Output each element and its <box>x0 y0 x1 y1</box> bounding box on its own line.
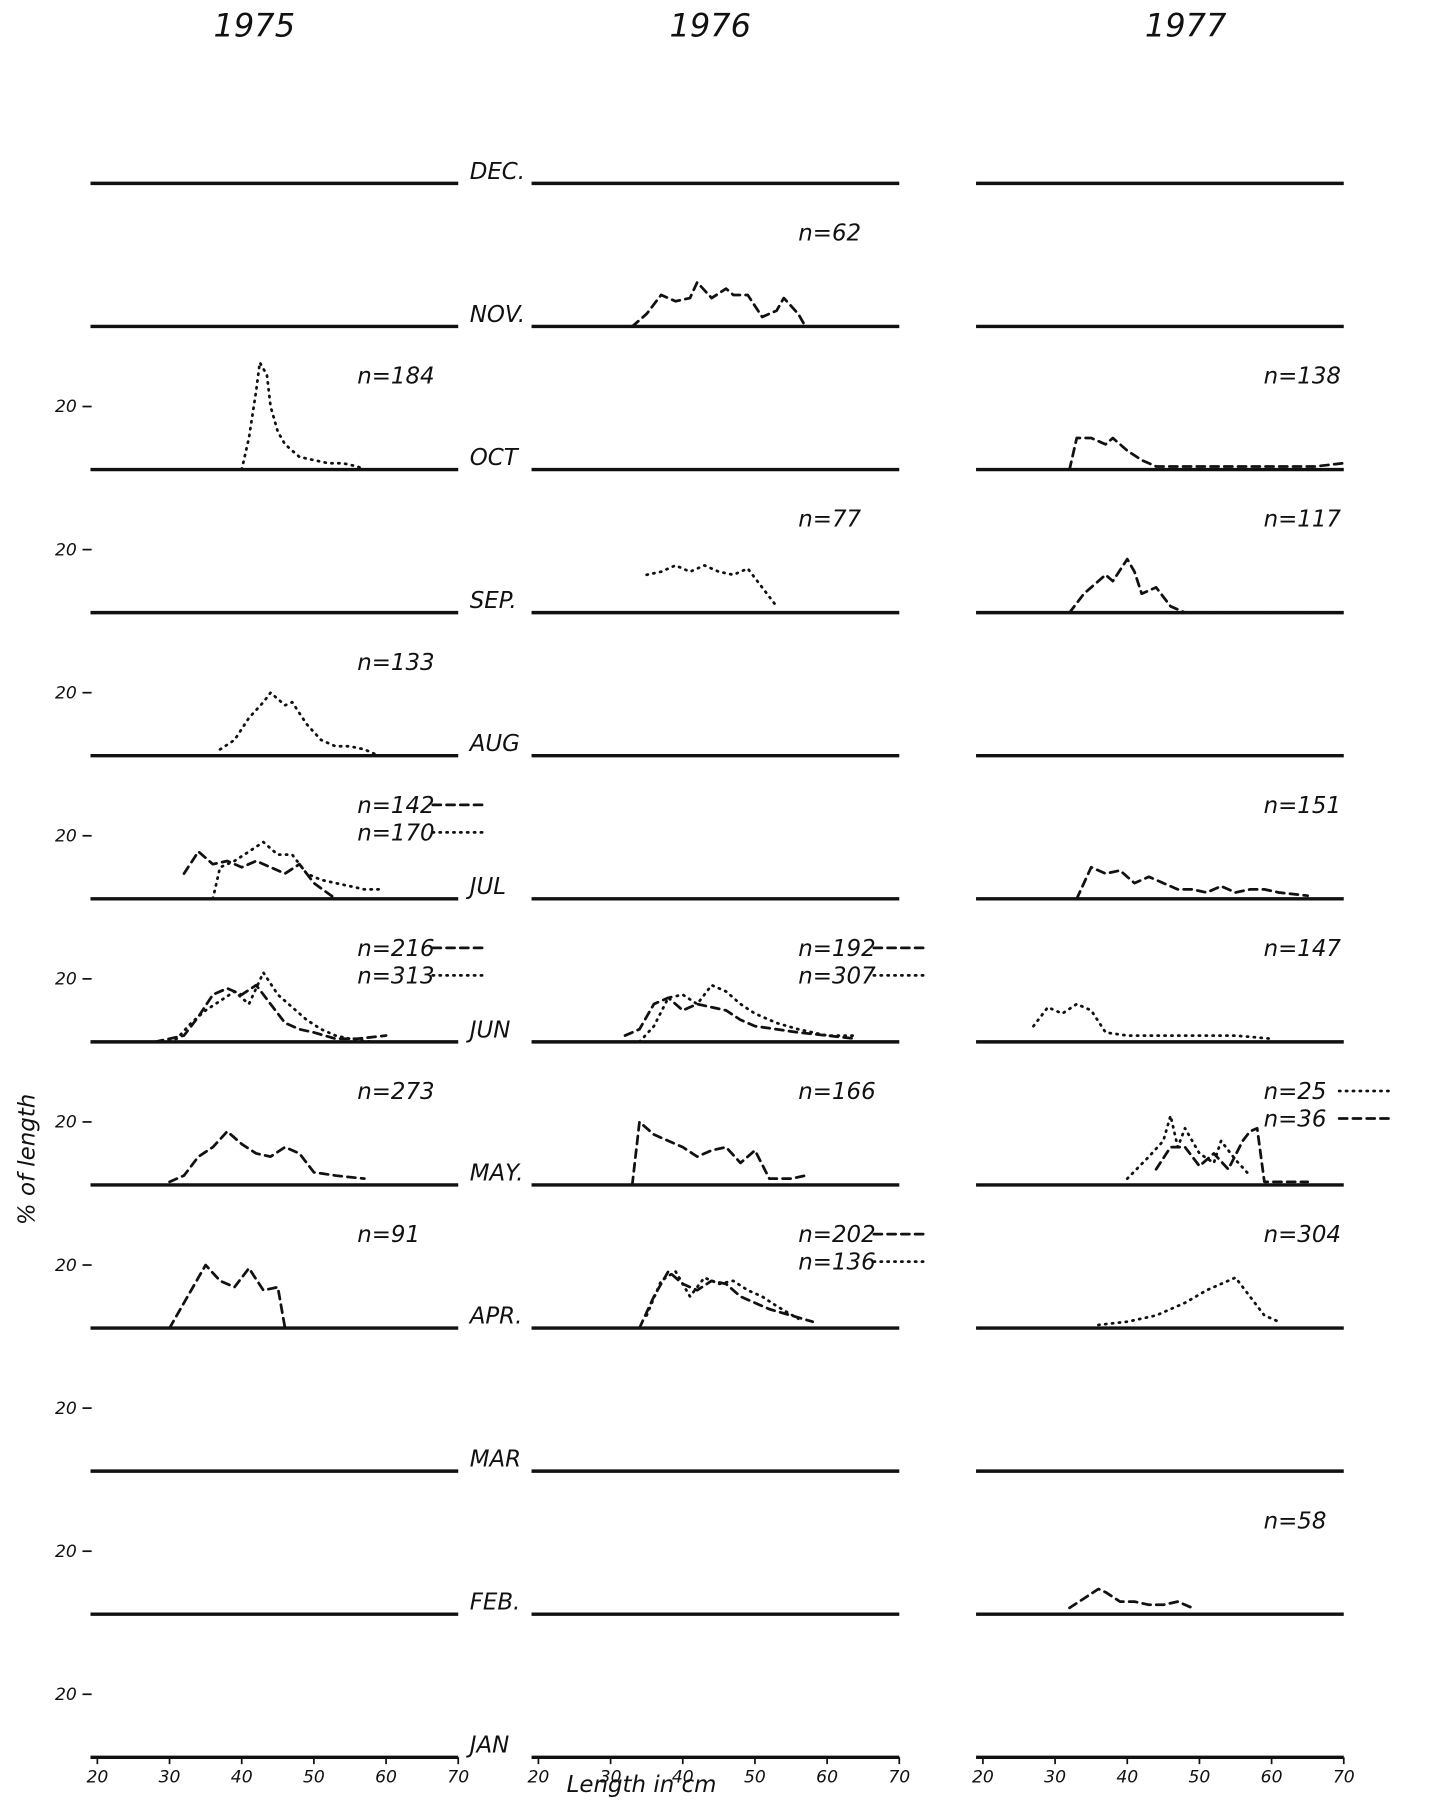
sample-size-label: n=151 <box>1264 793 1341 819</box>
sample-size-label: n=91 <box>357 1222 420 1248</box>
distribution-curve <box>170 1131 365 1181</box>
month-label: AUG <box>468 731 520 757</box>
y-tick-label: 20 <box>55 1256 77 1276</box>
month-label: MAY. <box>470 1160 524 1186</box>
chart: Length in cm % of length 1975 1976 1977 DEC… <box>0 0 1440 1801</box>
sample-size-label: n=58 <box>1264 1508 1327 1534</box>
column-header: 1975 <box>214 7 296 45</box>
sample-size-label: n=36 <box>1264 1107 1327 1133</box>
x-tick-label: 70 <box>1333 1767 1355 1787</box>
distribution-curve <box>1070 438 1344 470</box>
distribution-curve <box>242 362 365 469</box>
sample-size-label: n=216 <box>357 936 434 962</box>
distribution-curve <box>155 985 386 1042</box>
sample-size-label: n=192 <box>798 936 875 962</box>
y-tick-label: 20 <box>55 1113 77 1133</box>
y-tick-label: 20 <box>55 1399 77 1419</box>
month-label: OCT <box>470 445 520 471</box>
month-label: JUL <box>466 874 506 900</box>
sample-size-label: n=304 <box>1264 1222 1341 1248</box>
column-header: 1977 <box>1145 7 1227 45</box>
distribution-curve <box>1156 1128 1308 1182</box>
x-tick-label: 20 <box>86 1767 108 1787</box>
month-label: JAN <box>466 1733 510 1759</box>
distribution-curve <box>647 565 777 606</box>
sample-size-label: n=313 <box>357 963 434 989</box>
sample-size-label: n=136 <box>798 1250 875 1276</box>
sample-size-label: n=166 <box>798 1079 875 1105</box>
y-tick-label: 20 <box>55 540 77 560</box>
y-tick-label: 20 <box>55 827 77 847</box>
sample-size-label: n=202 <box>798 1222 875 1248</box>
distribution-curve <box>639 985 856 1042</box>
x-tick-label: 70 <box>447 1767 469 1787</box>
x-tick-label: 30 <box>600 1767 622 1787</box>
x-tick-label: 60 <box>1261 1767 1283 1787</box>
distribution-curve <box>632 282 805 326</box>
distribution-curve <box>213 842 379 899</box>
month-label: NOV. <box>470 302 525 328</box>
sample-size-label: n=184 <box>357 364 434 390</box>
x-tick-label: 50 <box>303 1767 325 1787</box>
x-tick-label: 50 <box>1188 1767 1210 1787</box>
x-tick-label: 70 <box>888 1767 910 1787</box>
y-tick-label: 20 <box>55 397 77 417</box>
distribution-curve <box>1070 559 1344 612</box>
distribution-curve <box>1033 1004 1271 1039</box>
distribution-curve <box>170 1265 285 1328</box>
x-tick-label: 20 <box>527 1767 549 1787</box>
sample-size-label: n=25 <box>1264 1079 1327 1105</box>
sample-size-label: n=273 <box>357 1079 434 1105</box>
month-label: JUN <box>466 1017 511 1043</box>
y-tick-label: 20 <box>55 1685 77 1705</box>
x-tick-label: 40 <box>231 1767 253 1787</box>
distribution-curve <box>1077 867 1308 899</box>
sample-size-label: n=142 <box>357 793 434 819</box>
x-tick-label: 20 <box>972 1767 994 1787</box>
sample-size-label: n=77 <box>798 507 861 533</box>
x-tick-label: 30 <box>159 1767 181 1787</box>
sample-size-label: n=138 <box>1264 364 1341 390</box>
column-header: 1976 <box>669 7 751 45</box>
sample-size-label: n=170 <box>357 820 434 846</box>
x-tick-label: 60 <box>816 1767 838 1787</box>
x-tick-label: 60 <box>375 1767 397 1787</box>
month-label: DEC. <box>470 159 525 185</box>
month-label: MAR <box>470 1447 521 1473</box>
month-label: APR. <box>468 1303 523 1329</box>
month-label: SEP. <box>470 588 517 614</box>
y-axis-label: % of length <box>14 1094 40 1225</box>
x-tick-label: 30 <box>1044 1767 1066 1787</box>
x-tick-label: 40 <box>672 1767 694 1787</box>
x-axis-label: Length in cm <box>567 1772 717 1798</box>
sample-size-label: n=117 <box>1264 507 1342 533</box>
y-tick-label: 20 <box>55 683 77 703</box>
x-tick-label: 50 <box>744 1767 766 1787</box>
distribution-curve <box>1070 1589 1193 1608</box>
sample-size-label: n=307 <box>798 963 876 989</box>
distribution-curve <box>1127 1116 1250 1179</box>
sample-size-label: n=147 <box>1264 936 1342 962</box>
page: Length in cm % of length 1975 1976 1977 DEC… <box>0 0 1440 1801</box>
distribution-curve <box>639 1271 812 1328</box>
distribution-curve <box>220 693 379 756</box>
y-tick-label: 20 <box>55 1542 77 1562</box>
y-tick-label: 20 <box>55 970 77 990</box>
sample-size-label: n=62 <box>798 221 861 247</box>
distribution-curve <box>632 1122 805 1185</box>
x-tick-label: 40 <box>1116 1767 1138 1787</box>
distribution-curve <box>1098 1278 1278 1325</box>
month-label: FEB. <box>470 1590 521 1616</box>
sample-size-label: n=133 <box>357 650 434 676</box>
